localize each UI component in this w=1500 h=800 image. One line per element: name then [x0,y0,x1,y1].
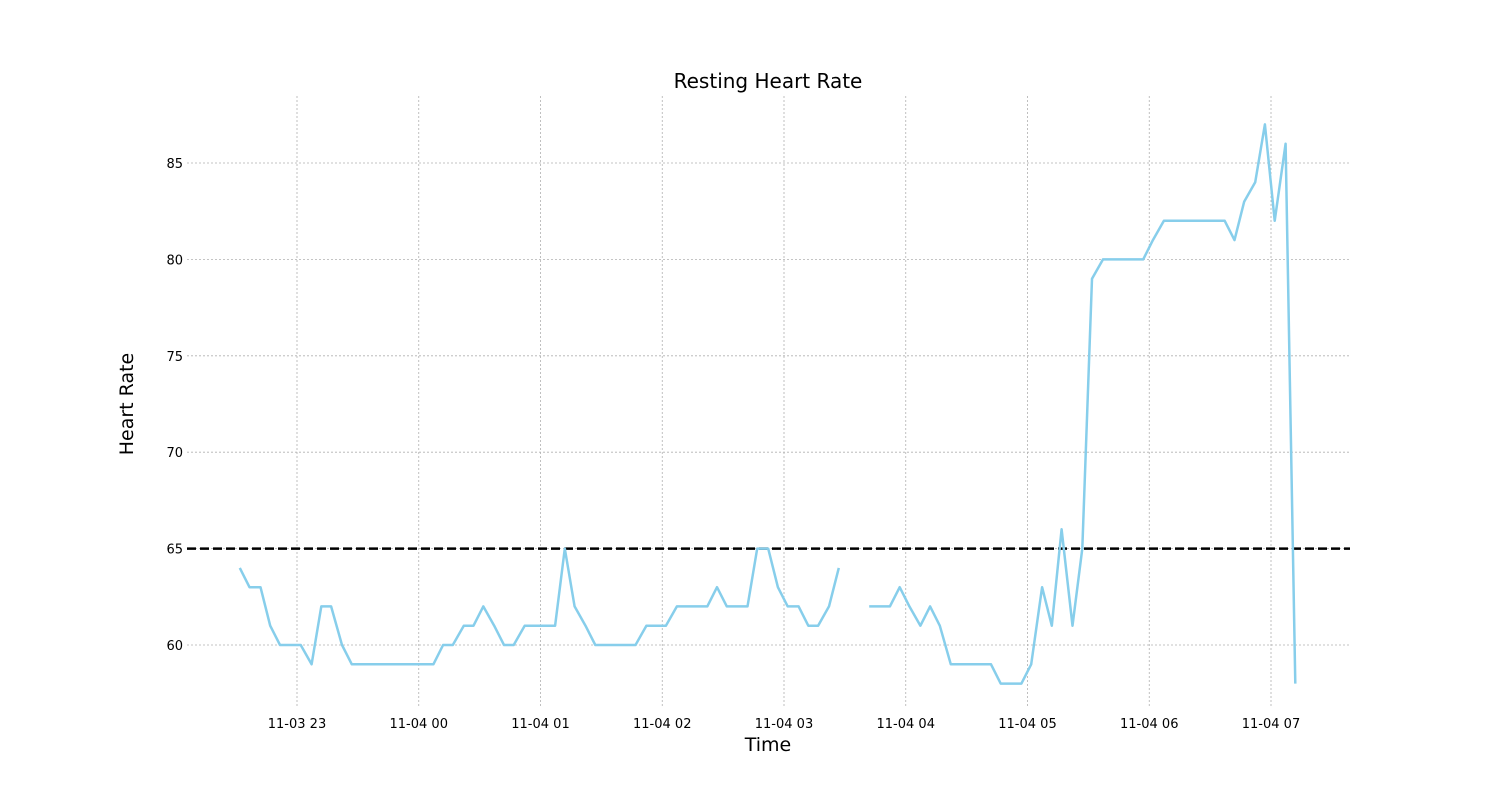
x-tick-label: 11-04 02 [633,717,691,732]
x-tick-label: 11-04 07 [1242,717,1300,732]
grid [187,96,1350,706]
y-tick-label: 75 [166,350,183,365]
heart-rate-line [869,123,1297,685]
y-tick-label: 70 [166,446,183,461]
x-tick-label: 11-04 06 [1120,717,1178,732]
y-tick-label: 80 [166,253,183,268]
chart-title: Resting Heart Rate [674,69,863,93]
x-tick-label: 11-04 01 [511,717,569,732]
x-axis-label: Time [744,734,792,756]
x-tick-label: 11-04 03 [755,717,813,732]
y-axis-label: Heart Rate [116,353,138,456]
x-tick-label: 11-04 05 [998,717,1056,732]
x-tick-labels: 11-03 23 11-04 00 11-04 01 11-04 02 11-04 03… [268,717,1300,732]
x-tick-label: 11-04 00 [390,717,448,732]
y-tick-label: 85 [166,157,183,172]
heart-rate-line [238,547,841,666]
x-tick-label: 11-03 23 [268,717,326,732]
y-tick-label: 60 [166,639,183,654]
x-tick-label: 11-04 04 [877,717,935,732]
y-tick-label: 65 [166,543,183,558]
y-tick-labels: 60 65 70 75 80 85 [166,157,183,654]
series-group [238,123,1297,685]
